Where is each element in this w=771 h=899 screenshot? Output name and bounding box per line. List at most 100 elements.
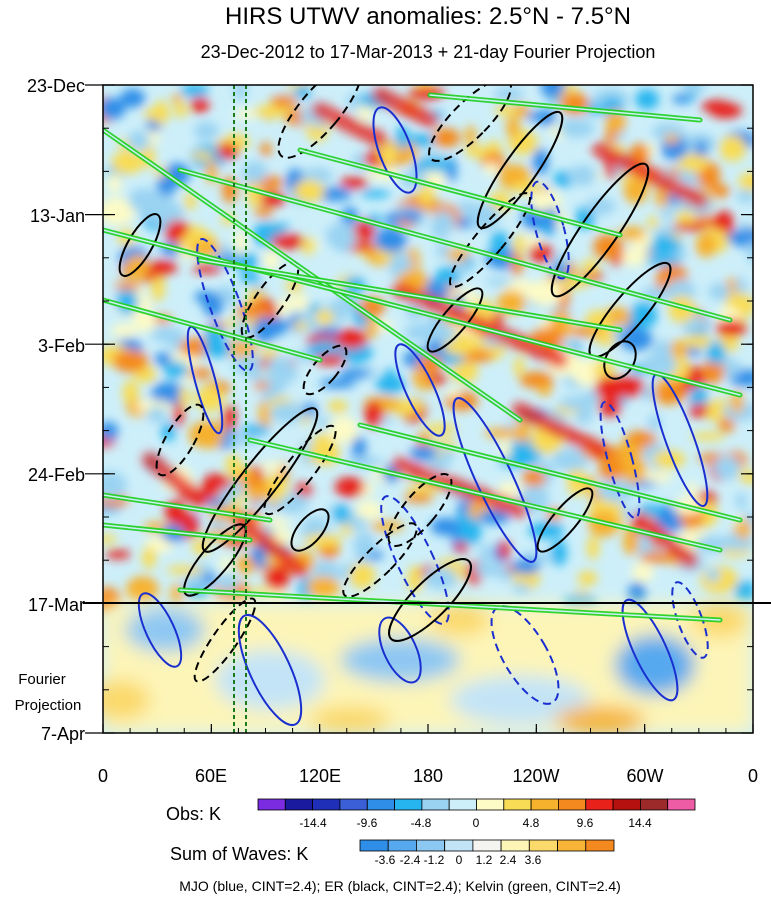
obs-anomaly-patch [457,200,476,214]
waves-colorbar-label: Sum of Waves: K [170,844,308,864]
obs-anomaly-patch [111,151,145,174]
obs-anomaly-patch [339,177,369,189]
obs-anomaly-patch [378,145,398,167]
obs-anomaly-patch [458,519,482,545]
obs-anomaly-patch [103,421,119,441]
er-contour [183,523,247,597]
obs-anomaly-patch [352,436,367,461]
obs-anomaly-patch [616,440,642,467]
obs-anomaly-patch [735,492,747,510]
projection-anomaly-patch [215,650,325,710]
obs-anomaly-patch [418,183,434,206]
obs-anomaly-patch [108,172,121,194]
er-contour [342,522,418,598]
obs-colorbar-tick-label: 0 [473,816,480,830]
obs-anomaly-patch [161,422,176,442]
obs-anomaly-patch [240,424,271,435]
obs-anomaly-patch [628,581,646,606]
obs-anomaly-patch [454,542,469,553]
obs-anomaly-patch [613,376,645,398]
obs-anomaly-patch [335,328,368,350]
obs-anomaly-patch [234,230,247,255]
mjo-contour [452,397,538,563]
obs-anomaly-patch [598,458,624,481]
obs-colorbar-tick-label: -9.6 [357,816,378,830]
obs-anomaly-patch [445,248,471,259]
obs-anomaly-patch [192,264,222,274]
wave-contours [103,85,743,727]
obs-anomaly-patch [325,222,359,250]
obs-anomaly-patch [171,93,183,105]
obs-anomaly-patch [737,299,753,312]
mjo-contour [378,616,422,684]
obs-anomaly-patch [567,165,597,186]
er-contour [263,424,337,516]
mjo-contour [671,581,709,659]
waves-colorbar-labels: -3.6 -2.4 -1.2 0 1.2 2.4 3.6 [375,853,542,867]
obs-anomaly-patch [528,521,565,539]
obs-colorbar [257,798,696,811]
obs-strong-anomaly [592,142,708,208]
obs-anomaly-patch [521,235,542,247]
mjo-contour [380,495,450,625]
mjo-contour [599,400,641,520]
obs-anomaly-patch [314,354,346,366]
obs-anomaly-patch [721,358,741,378]
obs-anomaly-patch [254,222,290,233]
projection-anomaly-patch [450,675,590,725]
obs-strong-anomaly [512,402,608,458]
obs-anomaly-patch [672,94,692,104]
obs-anomaly-patch [532,148,549,175]
y-tick-label-4: 17-Mar [28,595,85,615]
waves-colorbar-swatch [557,839,587,852]
obs-anomaly-patch [682,334,713,348]
obs-anomaly-patch [634,89,660,110]
obs-colorbar-swatch [558,798,587,811]
obs-anomaly-patch [512,103,531,118]
er-contour [155,403,205,477]
projection-label-fourier: Fourier [18,671,66,688]
obs-anomaly-patch [149,327,185,343]
obs-colorbar-tick-label: -4.8 [411,816,432,830]
mjo-contour [237,613,303,727]
obs-anomaly-patch [147,260,179,274]
obs-anomaly-patch [223,404,236,433]
obs-anomaly-patch [269,402,306,423]
obs-anomaly-patch [270,95,298,108]
obs-anomaly-patch [275,492,309,514]
obs-anomaly-patch [193,121,219,141]
obs-anomaly-patch [217,143,239,160]
obs-anomaly-patch [414,158,453,172]
obs-anomaly-patch [254,207,274,218]
obs-anomaly-patch [659,208,676,220]
obs-anomaly-patch [700,565,738,594]
obs-colorbar-swatch [339,798,368,811]
obs-anomaly-patch [128,188,160,212]
waves-colorbar-tick-label: 1.2 [476,853,493,867]
x-tick-label-6: 0 [748,766,758,786]
obs-anomaly-patch [690,432,726,441]
obs-anomaly-patch [253,381,270,390]
obs-anomaly-patch [537,382,553,397]
projection-anomaly-patch [555,706,645,733]
kelvin-contour-inner [103,524,251,541]
obs-anomaly-patch [678,154,709,173]
obs-anomaly-patch [203,340,232,358]
waves-colorbar-swatch [472,839,502,852]
obs-anomaly-patch [112,349,149,373]
waves-colorbar-swatch [359,839,389,852]
obs-anomaly-patch [593,234,623,260]
obs-colorbar-labels: -14.4 -9.6 -4.8 0 4.8 9.6 14.4 [299,816,652,830]
obs-anomaly-patch [738,172,753,192]
projection-anomaly-patch [310,706,390,733]
obs-colorbar-tick-label: -14.4 [299,816,327,830]
obs-anomaly-patch [631,562,654,583]
projection-anomaly-patch [615,635,695,695]
obs-anomaly-patch [621,248,649,266]
obs-anomaly-patch [133,310,156,332]
obs-colorbar-swatch [530,798,559,811]
obs-colorbar-tick-label: 9.6 [577,816,594,830]
obs-anomaly-patch [146,406,168,423]
obs-anomaly-patch [220,555,231,575]
